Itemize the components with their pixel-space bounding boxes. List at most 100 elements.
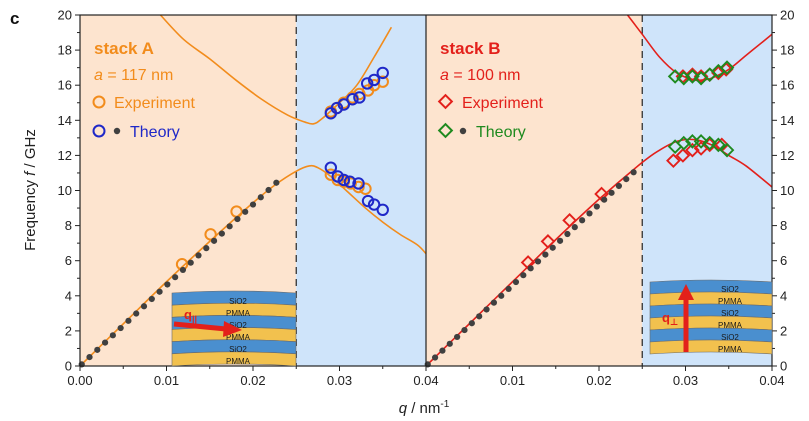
y-tick-label-left: 12: [58, 148, 72, 163]
axes: 0.00 0.01 0.02 0.03 0.04 0.01 0.02 0.03 0.040 02 2…: [58, 8, 795, 389]
y-tick-label-left: 6: [65, 253, 72, 268]
x-tick-label: 0.03: [673, 373, 698, 388]
y-tick-label-left: 10: [58, 183, 72, 198]
legend-theory-marker-b: [437, 122, 454, 139]
stack-a-layer-label: SiO2: [229, 345, 247, 354]
pmma-layer: [649, 339, 773, 355]
theory-dot: [234, 215, 241, 223]
x-tick-label: 0.04: [413, 373, 438, 388]
stack-b-layer-label: PMMA: [718, 345, 743, 354]
theory-dot: [527, 265, 534, 272]
pmma-layer: [171, 351, 297, 367]
theory-point: [367, 198, 381, 211]
legend-theory-dot-b: [459, 127, 467, 135]
legend-theory-a: Theory: [130, 124, 180, 141]
experiment-point: [376, 75, 389, 88]
theory-dot: [187, 259, 194, 266]
wave-vector-label-a: q||: [184, 307, 197, 324]
stack-a-layer-label: SiO2: [229, 321, 247, 330]
theory-dot: [156, 288, 163, 295]
stack-b-diagram: SiO2 PMMA SiO2 PMMA SiO2 PMMA q⊥: [649, 279, 773, 355]
legend-theory-dot-a: [113, 127, 121, 135]
theory-point: [667, 69, 683, 84]
theory-point: [376, 203, 389, 217]
y-tick-label-right: 18: [780, 43, 794, 58]
y-tick-label-right: 10: [780, 183, 794, 198]
theory-dot: [454, 333, 461, 341]
theory-dot: [133, 310, 140, 317]
theory-dot: [94, 346, 101, 353]
stack-b-title: stack B: [440, 39, 500, 58]
theory-dot: [608, 189, 615, 196]
theory-dot: [468, 320, 475, 327]
theory-dot: [534, 258, 542, 265]
stack-a-lattice: a = 117 nm: [94, 67, 173, 84]
theory-dot: [512, 278, 520, 286]
x-tick-label: 0.00: [67, 373, 92, 388]
y-tick-label-right: 0: [780, 359, 787, 374]
legend-theory-marker-a: [92, 124, 106, 138]
theory-point: [343, 175, 357, 188]
legend-experiment-marker-a: [92, 95, 106, 109]
theory-dot: [249, 201, 257, 208]
theory-dot: [265, 186, 272, 194]
stack-a-diagram: SiO2 PMMA SiO2 PMMA SiO2 PMMA q||: [171, 290, 297, 367]
stack-b-layer-label: SiO2: [721, 285, 739, 294]
y-tick-label-left: 4: [65, 288, 72, 303]
experiment-point: [685, 67, 700, 83]
theory-dot: [586, 210, 593, 217]
theory-dot: [498, 292, 505, 299]
x-tick-label: 0.04: [759, 373, 784, 388]
theory-dot: [579, 217, 586, 224]
theory-dot: [179, 266, 187, 274]
legend-stack-a: stack A a = 117 nm Experiment Theory: [92, 39, 195, 141]
theory-point: [361, 194, 375, 208]
theory-point: [331, 170, 344, 183]
theory-point: [367, 73, 381, 87]
wave-vector-arrow-shaft: [173, 321, 227, 332]
stack-a-layer-label: PMMA: [226, 357, 251, 366]
theory-dot: [520, 272, 527, 279]
theory-dot: [101, 339, 109, 346]
experiment-point: [540, 234, 556, 249]
legend-experiment-b: Experiment: [462, 95, 543, 112]
theory-dot: [556, 237, 564, 244]
y-tick-label-left: 8: [65, 218, 72, 233]
theory-dot: [140, 303, 148, 310]
theory-dot: [490, 299, 498, 306]
stack-b-layer-label: SiO2: [721, 333, 739, 342]
y-tick-label-right: 20: [780, 8, 794, 23]
theory-point: [719, 142, 735, 158]
theory-point: [376, 66, 389, 80]
theory-point: [702, 135, 718, 151]
theory-dot: [476, 313, 483, 320]
theory-dot: [172, 274, 179, 281]
legend-stack-b: stack B a = 100 nm Experiment Theory: [437, 39, 543, 141]
y-axis-label: Frequency f / GHz: [22, 129, 39, 251]
y-tick-label-left: 0: [65, 359, 72, 374]
theory-point: [337, 98, 351, 111]
y-tick-label-right: 2: [780, 323, 787, 338]
theory-dot: [218, 230, 225, 237]
theory-point: [352, 177, 365, 190]
theory-dot: [164, 281, 171, 288]
theory-point: [353, 91, 366, 104]
legend-theory-b: Theory: [476, 124, 526, 141]
wave-vector-label-b: q⊥: [662, 310, 678, 327]
stack-a-layer-label: SiO2: [229, 297, 247, 306]
x-tick-label: 0.03: [327, 373, 352, 388]
y-tick-label-right: 4: [780, 288, 787, 303]
y-tick-label-left: 16: [58, 78, 72, 93]
experiment-point: [666, 153, 681, 169]
stack-b-lattice: a = 100 nm: [440, 67, 521, 84]
theory-dot: [195, 252, 202, 259]
legend-experiment-a: Experiment: [114, 95, 195, 112]
data-points: [78, 60, 735, 368]
y-tick-label-right: 8: [780, 218, 787, 233]
theory-dot: [439, 347, 446, 354]
stack-b-layer-label: PMMA: [718, 321, 743, 330]
y-tick-label-right: 12: [780, 148, 794, 163]
theory-dot: [226, 223, 233, 230]
theory-dot: [483, 306, 490, 313]
